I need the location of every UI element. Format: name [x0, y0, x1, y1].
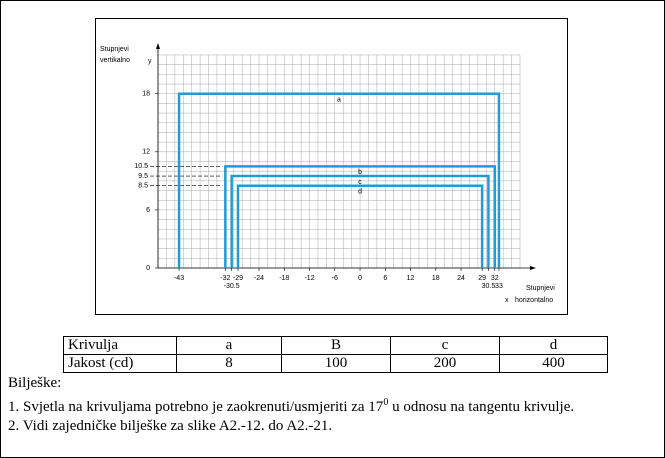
cell: c: [390, 336, 500, 355]
x-tick-label: 0: [358, 275, 362, 282]
x-axis-symbol: x: [505, 297, 509, 304]
x-tick-label: -43: [174, 275, 184, 282]
x-tick-label: -6: [332, 275, 338, 282]
y-tick-label: 9.5: [138, 173, 148, 180]
y-axis-arrow: [156, 43, 160, 49]
curve: [224, 165, 496, 268]
x-tick-label: 29: [478, 275, 486, 282]
cell: d: [499, 336, 608, 355]
curve-label: b: [358, 169, 362, 176]
y-tick-label: 6: [146, 207, 150, 214]
notes: Bilješke: 1. Svjetla na krivuljama potre…: [8, 374, 648, 436]
curve: [230, 174, 490, 268]
cell: 400: [499, 354, 608, 373]
y-tick-label: 8.5: [138, 183, 148, 190]
x-tick-label: -24: [254, 275, 264, 282]
x-tick-label: -32: [220, 275, 230, 282]
cell: Krivulja: [63, 336, 177, 355]
y-label: vertikalno: [100, 57, 130, 64]
note-text: 1. Svjetla na krivuljama potrebno je zao…: [8, 399, 384, 415]
note: 1. Svjetla na krivuljama potrebno je zao…: [8, 393, 648, 417]
table-header: Krivulja a B c d: [63, 336, 608, 355]
y-axis-symbol: y: [148, 58, 152, 65]
curve-label: a: [337, 97, 341, 104]
cell: 100: [281, 354, 391, 373]
x-label: horizontalno: [515, 297, 553, 304]
cell: B: [281, 336, 391, 355]
x-tick-label: 33: [495, 283, 503, 290]
y-tick-label: 12: [142, 149, 150, 156]
x-tick-label: 6: [383, 275, 387, 282]
cell: a: [176, 336, 282, 355]
x-tick-label: 12: [407, 275, 415, 282]
curve: [177, 92, 501, 268]
note-sup: 0: [383, 397, 389, 408]
notes-title: Bilješke:: [8, 375, 62, 391]
table: Krivulja a B c d Jakost (cd) 8 100 200 4…: [63, 336, 608, 373]
cell: Jakost (cd): [63, 354, 177, 373]
y-tick-label: 10.5: [134, 163, 148, 170]
y-tick-label: 0: [146, 265, 150, 272]
y-tick-label: 18: [142, 91, 150, 98]
cell: 200: [390, 354, 500, 373]
x-axis-arrow: [530, 266, 536, 270]
note-text: u odnosu na tangentu krivulje.: [388, 399, 575, 415]
curve-label: d: [358, 189, 362, 196]
x-tick-label: -30.5: [224, 283, 240, 290]
note: 2. Vidi zajedničke bilješke za slike A2.…: [8, 418, 333, 434]
table-row: Jakost (cd) 8 100 200 400: [63, 354, 608, 373]
cell: 8: [176, 354, 282, 373]
x-tick-label: 30.5: [482, 283, 496, 290]
x-tick-label: 24: [457, 275, 465, 282]
x-tick-label: -12: [304, 275, 314, 282]
curve-label: c: [358, 179, 362, 186]
x-tick-label: -18: [279, 275, 289, 282]
x-label: Stupnjevi: [526, 285, 555, 292]
chart: Stupnjevi vertikalno y Stupnjevi x horizontal…: [100, 43, 555, 304]
y-label: Stupnjevi: [100, 46, 129, 53]
x-tick-label: 18: [432, 275, 440, 282]
curve: [236, 184, 484, 268]
x-tick-label: 32: [491, 275, 499, 282]
x-tick-label: -29: [233, 275, 243, 282]
chart-box: [95, 18, 568, 315]
